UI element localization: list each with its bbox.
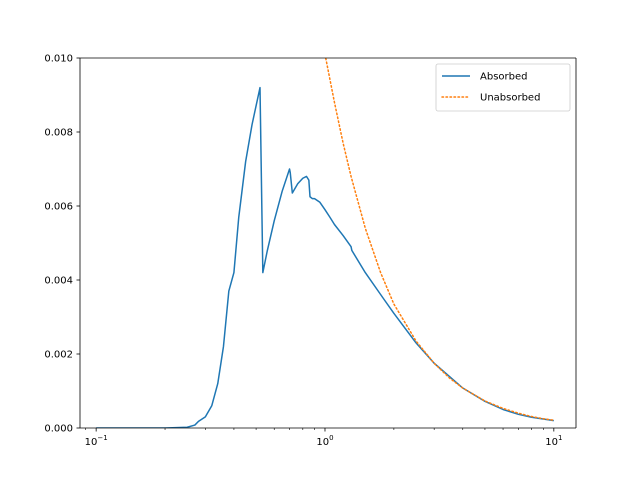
x-tick-label-exponent: −1 <box>97 434 107 442</box>
series-line-unabsorbed <box>324 58 555 421</box>
series-line-absorbed <box>96 86 554 428</box>
legend-label-absorbed: Absorbed <box>480 72 527 83</box>
x-tick-label: 100 <box>316 434 333 448</box>
x-tick-label-exponent: 0 <box>329 434 333 442</box>
y-tick-label: 0.008 <box>44 128 73 139</box>
x-tick-label-exponent: 1 <box>558 434 562 442</box>
x-tick-label: 10−1 <box>85 434 108 448</box>
y-tick-label: 0.002 <box>44 350 73 361</box>
x-tick-label-base: 10 <box>316 437 329 448</box>
y-tick-label: 0.006 <box>44 202 73 213</box>
x-tick-label: 101 <box>545 434 562 448</box>
series-layer <box>96 58 555 428</box>
x-tick-label-base: 10 <box>545 437 558 448</box>
x-tick-label-base: 10 <box>85 437 98 448</box>
legend: Absorbed Unabsorbed <box>435 63 571 112</box>
y-tick-label: 0.004 <box>44 276 73 287</box>
plot-area <box>80 58 576 428</box>
axes-layer <box>79 57 577 429</box>
y-tick-label: 0.010 <box>44 54 73 65</box>
y-tick-label: 0.000 <box>44 424 73 435</box>
legend-label-unabsorbed: Unabsorbed <box>480 93 540 104</box>
